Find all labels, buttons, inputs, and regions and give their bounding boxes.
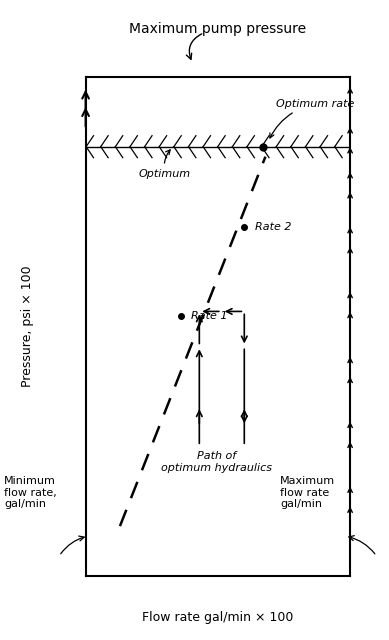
Text: Maximum
flow rate
gal/min: Maximum flow rate gal/min [280,476,335,509]
Text: Minimum
flow rate,
gal/min: Minimum flow rate, gal/min [4,476,57,509]
Text: Maximum pump pressure: Maximum pump pressure [129,22,307,36]
Text: Pressure, psi × 100: Pressure, psi × 100 [21,266,34,387]
Text: Path of
optimum hydraulics: Path of optimum hydraulics [161,451,272,473]
Text: Optimum: Optimum [138,150,191,179]
Text: Rate 2: Rate 2 [255,221,291,232]
Text: Flow rate gal/min × 100: Flow rate gal/min × 100 [142,611,294,624]
Text: Rate 1: Rate 1 [191,312,228,321]
Text: Optimum rate: Optimum rate [270,99,354,138]
